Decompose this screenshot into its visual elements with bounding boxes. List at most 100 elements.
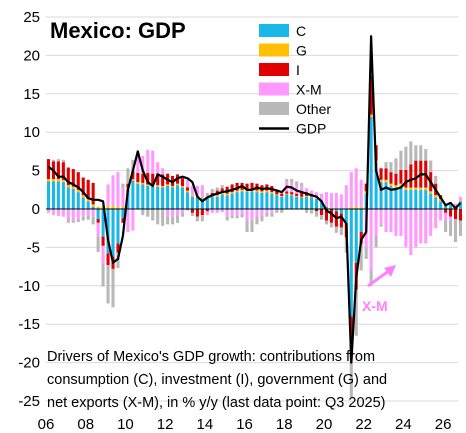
bar-segment-c xyxy=(439,201,443,209)
bar-segment-g xyxy=(116,206,120,209)
bar-segment-xm xyxy=(111,175,115,206)
bar-segment-other xyxy=(146,209,150,217)
bar-segment-g xyxy=(235,190,239,193)
legend-label: G xyxy=(296,43,307,59)
bar-segment-other xyxy=(156,209,160,225)
bar-segment-g xyxy=(265,190,269,193)
annotation-label: X-M xyxy=(362,298,388,314)
bar-segment-xm xyxy=(260,209,264,216)
bar-segment-other xyxy=(339,227,343,236)
bar-segment-g xyxy=(185,190,190,193)
bar-segment-g xyxy=(434,195,438,198)
bar-segment-xm xyxy=(205,211,209,216)
bar-segment-xm xyxy=(171,209,175,217)
bar-segment-i xyxy=(369,76,373,115)
bar-segment-other xyxy=(111,268,115,308)
legend-label: C xyxy=(296,23,306,39)
bar-segment-xm xyxy=(379,209,383,225)
bar-segment-other xyxy=(424,149,428,161)
bar-segment-other xyxy=(171,216,175,225)
bar-segment-c xyxy=(349,209,353,317)
bar-segment-xm xyxy=(354,168,358,207)
bar-segment-i xyxy=(453,209,458,219)
bar-segment-other xyxy=(389,162,393,173)
x-tick-label: 16 xyxy=(236,416,253,433)
bar-segment-i xyxy=(250,182,254,190)
bar-segment-other xyxy=(369,270,373,286)
bar-segment-other xyxy=(51,159,55,162)
bar-segment-i xyxy=(190,209,194,213)
bar-segment-g xyxy=(389,183,393,186)
annotation: X-M xyxy=(362,265,396,314)
bar-segment-xm xyxy=(161,168,165,175)
annotation-arrow xyxy=(367,268,391,288)
legend-label: I xyxy=(296,62,300,78)
bar-segment-g xyxy=(56,179,60,182)
bar-segment-xm xyxy=(176,209,180,216)
y-tick-label: -20 xyxy=(18,355,40,372)
bar-segment-xm xyxy=(46,209,51,213)
bar-segment-c xyxy=(51,181,55,209)
bar-segment-xm xyxy=(210,209,214,213)
bar-segment-i xyxy=(404,169,408,188)
bar-segment-other xyxy=(419,145,423,161)
bar-segment-g xyxy=(230,192,234,194)
bar-segment-i xyxy=(295,193,299,196)
bar-segment-i xyxy=(156,173,160,186)
bar-segment-g xyxy=(310,196,314,198)
bar-segment-xm xyxy=(180,209,185,213)
x-tick-label: 10 xyxy=(117,416,134,433)
bar-segment-xm xyxy=(166,209,170,217)
bar-segment-c xyxy=(171,187,175,209)
bar-segment-g xyxy=(324,205,328,207)
bar-segment-c xyxy=(141,184,145,209)
bar-segment-other xyxy=(319,215,324,220)
bar-segment-g xyxy=(215,195,219,197)
bar-segment-g xyxy=(240,189,244,192)
bar-segment-g xyxy=(161,185,165,188)
bar-segment-i xyxy=(275,190,279,195)
bar-segment-g xyxy=(131,179,135,181)
bar-segment-other xyxy=(305,209,309,213)
y-tick-label: -15 xyxy=(18,316,40,333)
bar-segment-xm xyxy=(245,209,249,221)
bar-segment-other xyxy=(414,145,418,161)
bar-segment-c xyxy=(96,209,100,219)
bar-segment-i xyxy=(66,167,70,186)
bar-segment-g xyxy=(111,205,115,209)
bar-segment-i xyxy=(230,184,234,193)
y-tick-label: -25 xyxy=(18,393,40,410)
bar-segment-g xyxy=(225,193,229,196)
bar-segment-g xyxy=(71,186,75,190)
bar-segment-g xyxy=(96,206,100,209)
bar-segment-other xyxy=(185,209,190,211)
bar-segment-xm xyxy=(56,209,60,216)
bar-segment-c xyxy=(180,187,185,209)
bar-segment-i xyxy=(285,191,289,194)
bar-segment-xm xyxy=(300,186,304,193)
bar-segment-other xyxy=(176,215,180,223)
bar-segment-g xyxy=(369,114,373,117)
bar-segment-xm xyxy=(215,209,219,213)
x-tick-label: 20 xyxy=(316,416,333,433)
bar-segment-xm xyxy=(86,209,90,216)
bar-segment-g xyxy=(419,187,423,190)
bar-segment-other xyxy=(240,213,244,218)
bar-segment-c xyxy=(240,191,244,209)
bar-segment-xm xyxy=(314,192,319,199)
x-tick-label: 22 xyxy=(355,416,372,433)
bar-segment-xm xyxy=(61,209,65,217)
bar-segment-other xyxy=(195,216,199,222)
bar-segment-c xyxy=(156,186,160,209)
bar-segment-c xyxy=(131,180,135,209)
chart-title: Mexico: GDP xyxy=(50,18,186,43)
bar-segment-xm xyxy=(156,162,160,174)
bar-segment-g xyxy=(300,196,304,198)
bar-segment-g xyxy=(146,184,150,186)
bar-segment-g xyxy=(404,187,408,190)
bar-segment-other xyxy=(260,215,264,222)
bar-segment-xm xyxy=(319,193,324,202)
bar-segment-i xyxy=(389,172,393,184)
y-tick-label: 25 xyxy=(23,9,40,26)
bar-segment-i xyxy=(76,172,80,190)
